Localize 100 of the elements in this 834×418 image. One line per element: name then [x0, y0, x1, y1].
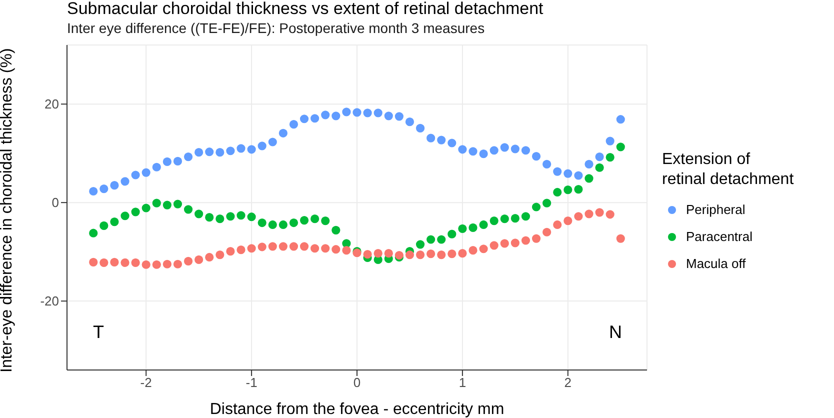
point — [542, 228, 552, 236]
x-tick-label: -2 — [140, 375, 152, 390]
point — [258, 218, 266, 228]
annotation: N — [609, 322, 622, 342]
point — [300, 216, 309, 225]
point — [448, 138, 456, 148]
point — [394, 112, 404, 121]
point — [120, 258, 130, 267]
point — [321, 216, 330, 226]
point — [258, 242, 266, 252]
chart-title: Submacular choroidal thickness vs extent of retinal detachment — [67, 0, 544, 18]
point — [258, 142, 266, 150]
point — [289, 218, 298, 228]
point — [416, 124, 425, 133]
point — [289, 120, 298, 129]
point — [247, 244, 256, 253]
point — [131, 208, 140, 216]
y-tick-label: 0 — [52, 195, 59, 210]
point — [521, 236, 530, 245]
point — [100, 258, 108, 267]
point — [216, 214, 224, 224]
point — [120, 212, 130, 220]
point — [100, 184, 108, 194]
point — [616, 142, 625, 152]
point — [110, 217, 119, 226]
point — [606, 152, 614, 162]
point — [332, 112, 340, 120]
point — [216, 148, 224, 157]
point — [437, 235, 446, 244]
point — [110, 258, 119, 266]
point — [542, 198, 552, 208]
point — [89, 228, 98, 238]
point — [405, 118, 414, 126]
point — [278, 128, 288, 138]
point — [152, 198, 161, 208]
x-axis-title: Distance from the fovea - eccentricity mm — [210, 401, 504, 418]
point — [500, 239, 509, 248]
point — [152, 260, 161, 269]
point — [606, 136, 614, 146]
point — [490, 216, 498, 226]
point — [426, 134, 436, 142]
x-tick-label: 0 — [353, 375, 361, 390]
point — [110, 181, 119, 190]
point — [268, 220, 277, 230]
x-tick-label: -1 — [246, 375, 258, 390]
legend-label: Paracentral — [686, 229, 752, 244]
point — [278, 242, 288, 251]
point — [500, 143, 509, 152]
point — [363, 108, 372, 118]
point — [205, 213, 214, 222]
y-tick-label: -20 — [40, 294, 59, 309]
point — [574, 171, 583, 180]
point — [226, 212, 235, 221]
point — [300, 242, 309, 251]
point — [194, 148, 204, 157]
point — [479, 244, 488, 254]
point — [458, 224, 467, 233]
point — [542, 160, 552, 168]
point — [310, 214, 320, 224]
point — [363, 250, 372, 259]
point — [89, 258, 98, 266]
point — [416, 250, 425, 260]
point — [247, 212, 256, 222]
point — [131, 258, 140, 267]
point — [606, 210, 614, 219]
point — [226, 146, 235, 156]
point — [490, 241, 498, 250]
point — [479, 150, 488, 158]
annotation: T — [93, 322, 104, 342]
point — [236, 211, 246, 220]
point — [332, 245, 340, 254]
point — [374, 108, 382, 118]
point — [310, 244, 320, 253]
point — [426, 235, 436, 244]
point — [205, 252, 214, 262]
point — [564, 169, 572, 178]
point — [532, 152, 541, 161]
point — [584, 174, 594, 183]
point — [194, 255, 204, 264]
point — [342, 246, 351, 255]
point — [458, 145, 467, 154]
point — [321, 244, 330, 253]
point — [131, 170, 140, 180]
point — [490, 146, 498, 155]
point — [553, 167, 562, 176]
point — [89, 186, 98, 196]
point — [574, 212, 583, 221]
point — [162, 157, 172, 166]
point — [374, 248, 382, 258]
y-axis-title: Inter-eye difference in choroidal thickness (%) — [0, 48, 16, 372]
point — [226, 247, 235, 256]
point — [184, 256, 193, 266]
point — [300, 114, 309, 124]
legend-label: Macula off — [686, 256, 746, 271]
point — [564, 185, 572, 194]
point — [236, 246, 246, 254]
point — [616, 115, 625, 124]
point — [236, 144, 246, 153]
point — [532, 202, 541, 212]
point — [194, 210, 204, 218]
